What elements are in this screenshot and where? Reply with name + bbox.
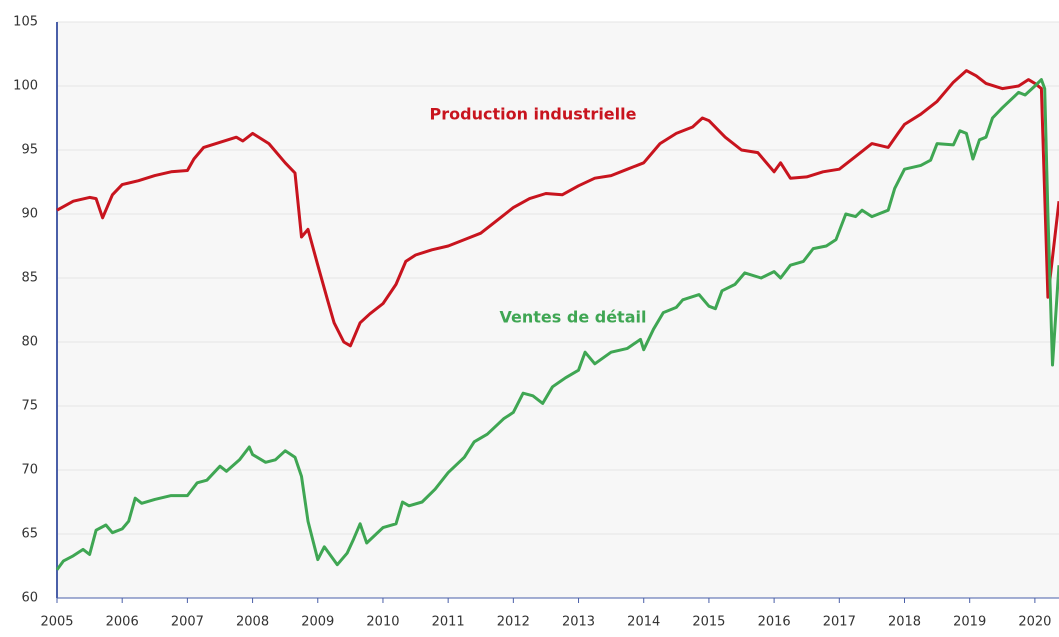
- y-tick-label: 70: [21, 463, 38, 478]
- x-tick-label: 2009: [301, 615, 334, 630]
- x-tick-label: 2011: [432, 615, 465, 630]
- y-tick-label: 100: [13, 79, 38, 94]
- x-tick-label: 2019: [953, 615, 986, 630]
- series-line: [55, 78, 1059, 571]
- y-tick-label: 85: [21, 271, 38, 286]
- series-label: Ventes de détail: [500, 308, 647, 327]
- x-tick-label: 2015: [692, 615, 725, 630]
- series-line: [56, 69, 1059, 348]
- plot-background: [57, 22, 1059, 598]
- y-tick-label: 75: [21, 399, 38, 414]
- y-tick-label: 60: [21, 591, 38, 606]
- x-tick-label: 2007: [171, 615, 204, 630]
- x-tick-label: 2008: [236, 615, 269, 630]
- x-tick-label: 2012: [497, 615, 530, 630]
- x-tick-label: 2018: [888, 615, 921, 630]
- x-tick-label: 2010: [366, 615, 399, 630]
- x-tick-label: 2006: [106, 615, 139, 630]
- y-tick-label: 95: [21, 143, 38, 158]
- y-tick-label: 105: [13, 15, 38, 30]
- y-tick-label: 80: [21, 335, 38, 350]
- x-tick-label: 2013: [562, 615, 595, 630]
- x-tick-label: 2016: [758, 615, 791, 630]
- y-tick-label: 90: [21, 207, 38, 222]
- series-label: Production industrielle: [430, 105, 637, 124]
- x-tick-label: 2017: [823, 615, 856, 630]
- x-tick-label: 2014: [627, 615, 660, 630]
- y-tick-label: 65: [21, 527, 38, 542]
- x-tick-label: 2020: [1018, 615, 1051, 630]
- x-tick-label: 2005: [40, 615, 73, 630]
